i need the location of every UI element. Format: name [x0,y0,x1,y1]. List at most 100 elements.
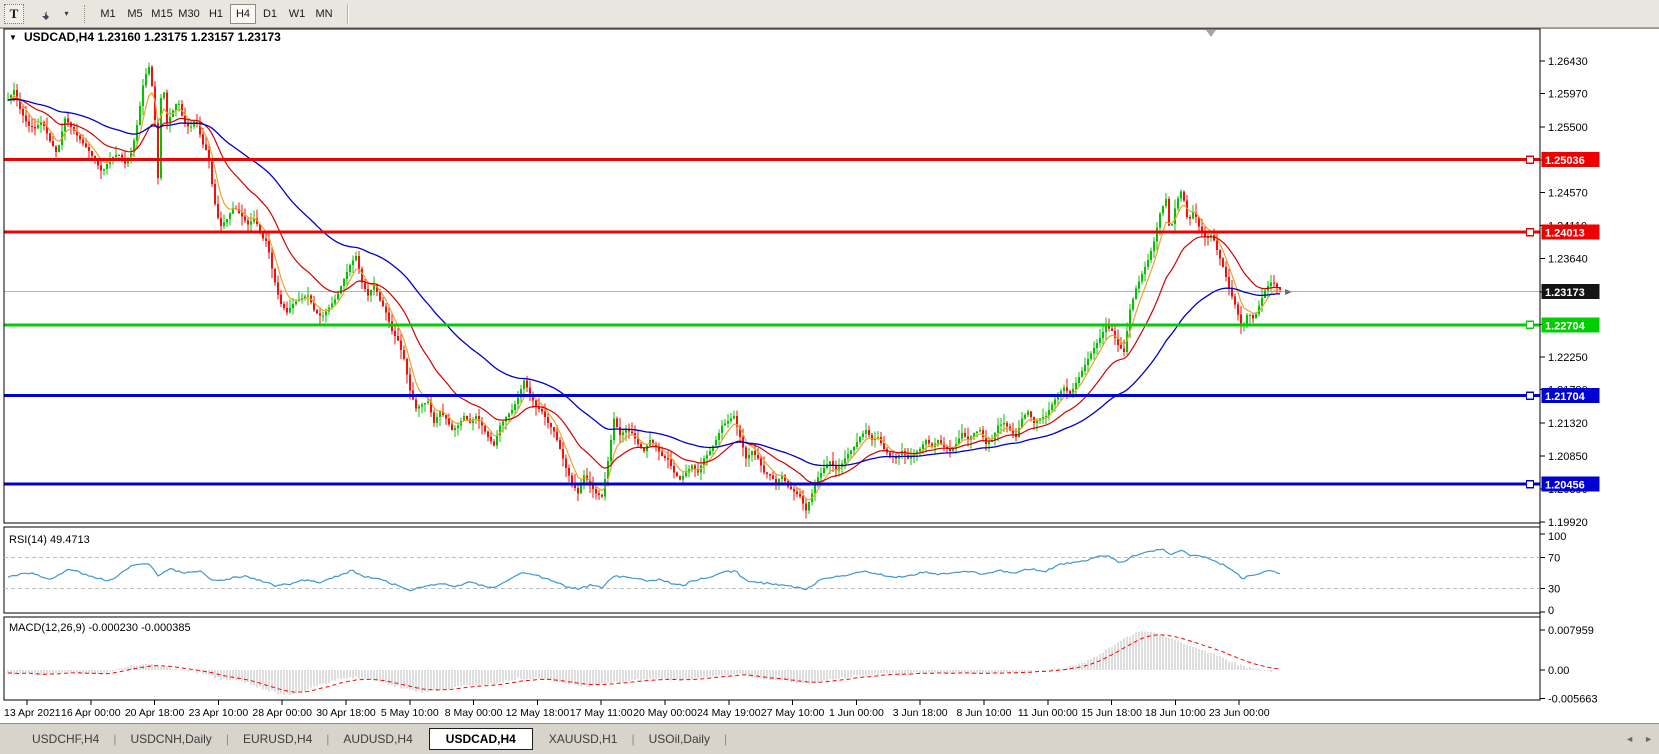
date-label: 20 Apr 18:00 [125,707,185,719]
candle-body [192,121,196,127]
line-handle[interactable] [1525,227,1535,237]
chart-tab-usoil[interactable]: USOil,Daily [648,732,710,746]
candle-body [939,439,943,444]
chart-tab-bar: USDCHF,H4 | USDCNH,Daily | EURUSD,H4 | AUDUSD,… [0,723,1659,754]
candle-body [63,118,67,132]
candle-body [960,432,964,439]
candle-body [33,127,37,129]
timeframe-button-h4[interactable]: H4 [230,3,256,24]
candle-body [936,439,940,444]
chart-tab-usdcnh[interactable]: USDCNH,Daily [130,732,212,746]
candle-body [1074,383,1078,389]
candle-body [249,221,253,225]
candle-body [420,404,424,407]
candle-body [291,303,295,309]
line-handle[interactable] [1525,391,1535,400]
candle-body [1023,415,1027,419]
chart-canvas[interactable]: USDCAD,H4 1.23160 1.23175 1.23157 1.2317… [0,28,1659,723]
candle-body [45,126,49,134]
chart-tab-usdcad[interactable]: USDCAD,H4 [428,728,533,750]
chart-tab-usdchf[interactable]: USDCHF,H4 [32,732,100,746]
candle-body [267,240,271,253]
candle-body [537,406,541,410]
candle-body [279,294,283,304]
date-label: 3 Jun 18:00 [893,707,948,719]
date-label: 1 Jun 00:00 [829,707,884,719]
candle-body [1035,420,1039,423]
timeframe-button-w1[interactable]: W1 [288,7,306,20]
timeframe-button-h1[interactable]: H1 [208,7,224,20]
candle-body [264,238,268,241]
candle-body [645,445,649,452]
candle-body [477,415,481,421]
timeframe-button-m5[interactable]: M5 [127,7,143,20]
candle-body [564,458,568,469]
candle-body [1191,212,1195,219]
candle-body [930,443,934,447]
price-tick-label: 1.20850 [1548,451,1588,463]
chart-tab-audusd[interactable]: AUDUSD,H4 [343,732,413,746]
timeframe-button-m30[interactable]: M30 [178,7,200,20]
candle-body [651,439,655,444]
candle-body [570,475,574,483]
chart-shift-marker-icon[interactable] [1206,30,1216,37]
candle-body [1086,359,1090,366]
candle-body [816,477,820,486]
symbol-dropdown-icon[interactable]: ▼ [9,33,17,42]
candle-body [534,400,538,407]
candle-body [492,441,496,446]
tabs: USDCHF,H4 | USDCNH,Daily | EURUSD,H4 | AUDUSD,… [18,728,727,750]
tool-dropdown-caret[interactable]: ▾ [64,9,69,18]
candle-body [966,436,970,440]
timeframe-buttons: M1 M5 M15 M30 H1 H4 D1 W1 MN [94,3,337,24]
line-handle[interactable] [1525,155,1535,164]
timeframe-button-m15[interactable]: M15 [151,7,173,20]
text-tool-button[interactable]: T [4,3,24,24]
candle-body [15,90,19,100]
candle-body [732,415,736,419]
line-handle[interactable] [1525,479,1535,489]
tab-scroll-right-icon[interactable]: ► [1644,734,1653,744]
line-handle[interactable] [1525,320,1535,330]
rsi-scale-label: 70 [1548,552,1560,564]
candle-body [618,426,622,435]
candle-body [1050,404,1054,411]
candle-body [858,437,862,443]
candle-body [1029,411,1033,418]
candle-body [657,446,661,452]
chart-tab-eurusd[interactable]: EURUSD,H4 [242,732,313,746]
candle-body [507,413,511,418]
candle-body [180,103,184,116]
candle-body [162,92,166,99]
chart-tab-xauusd[interactable]: XAUUSD,H1 [548,732,618,746]
candle-body [273,268,277,283]
candle-body [405,359,409,375]
candle-body [354,255,358,261]
candle-body [525,380,529,388]
tab-divider: | [631,732,635,746]
tab-scroll-left-icon[interactable]: ◄ [1625,734,1635,744]
date-label: 5 May 10:00 [381,707,439,719]
candle-body [87,147,91,152]
candle-body [801,496,805,504]
timeframe-button-mn[interactable]: MN [315,7,333,20]
candle-body [408,374,412,391]
candle-body [36,125,40,129]
timeframe-button-m1[interactable]: M1 [100,7,116,20]
candle-body [1275,283,1279,288]
candle-body [1254,313,1258,319]
candle-body [1143,267,1147,275]
candle-body [1188,216,1192,219]
candle-body [1101,332,1105,338]
candle-body [591,484,595,490]
candle-body [1083,365,1087,372]
candle-body [1026,411,1030,416]
arrows-tool-icon[interactable] [32,4,56,24]
candle-body [429,401,433,413]
candle-body [1104,326,1108,333]
timeframe-button-d1[interactable]: D1 [262,7,278,20]
candle-body [24,115,28,122]
candle-body [1278,287,1282,291]
last-price-arrow-icon [1285,289,1292,295]
candle-body [831,461,835,466]
